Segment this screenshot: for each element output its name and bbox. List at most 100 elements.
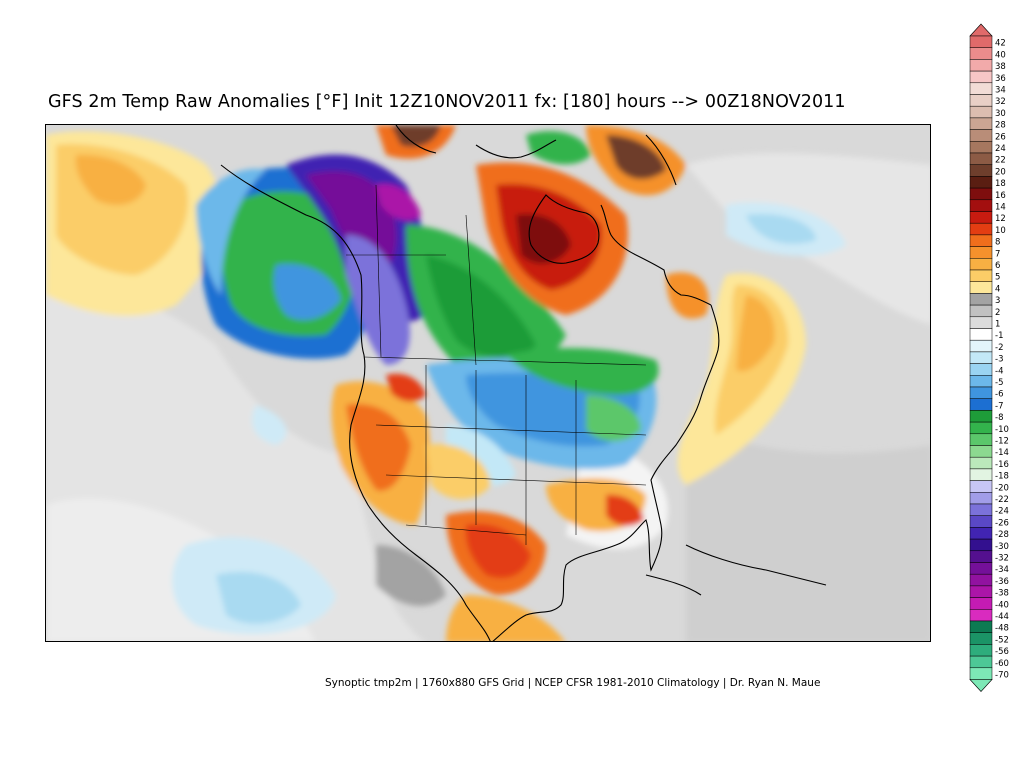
colorbar-swatch (969, 141, 993, 154)
colorbar-swatch (969, 246, 993, 259)
colorbar-tick-label: 30 (995, 109, 1006, 119)
colorbar-swatches (969, 23, 993, 692)
colorbar-tick-label: 42 (995, 39, 1006, 49)
colorbar-swatch (969, 339, 993, 353)
colorbar-swatch (969, 293, 993, 306)
colorbar-tick-label: 32 (995, 97, 1006, 107)
colorbar-swatch (969, 503, 993, 516)
colorbar-tick-label: 4 (995, 284, 1000, 294)
colorbar-top-arrow (969, 23, 993, 37)
colorbar-tick-label: 18 (995, 179, 1006, 189)
colorbar-swatch (969, 152, 993, 165)
colorbar-swatch (969, 480, 993, 493)
colorbar-swatch (969, 667, 993, 680)
colorbar-swatch (969, 597, 993, 610)
colorbar-tick-label: -20 (995, 483, 1009, 493)
colorbar-tick-label: -8 (995, 413, 1003, 423)
colorbar-tick-label: -18 (995, 472, 1009, 482)
colorbar-swatch (969, 644, 993, 657)
colorbar-swatch (969, 585, 993, 598)
colorbar-tick-label: -3 (995, 355, 1003, 365)
colorbar-swatch (969, 410, 993, 423)
colorbar-swatch (969, 655, 993, 669)
colorbar-bottom-arrow (969, 679, 993, 692)
colorbar-swatch (969, 316, 993, 329)
colorbar-tick-label: 10 (995, 226, 1006, 236)
colorbar-swatch (969, 211, 993, 224)
political-boundaries (346, 184, 647, 545)
colorbar-tick-label: 34 (995, 86, 1006, 96)
colorbar-tick-label: -32 (995, 554, 1009, 564)
anomaly-field (46, 125, 930, 641)
colorbar-tick-label: 3 (995, 296, 1000, 306)
colorbar-tick-label: 20 (995, 167, 1006, 177)
colorbar-tick-label: -44 (995, 612, 1009, 622)
colorbar-tick-label: -34 (995, 565, 1009, 575)
colorbar-swatch (969, 70, 993, 84)
colorbar-swatch (969, 386, 993, 399)
map-title: GFS 2m Temp Raw Anomalies [°F] Init 12Z1… (48, 92, 846, 112)
colorbar-tick-label: -52 (995, 635, 1009, 645)
colorbar-tick-label: -16 (995, 460, 1009, 470)
colorbar-tick-label: 38 (995, 62, 1006, 72)
colorbar-tick-label: -14 (995, 448, 1009, 458)
colorbar-swatch (969, 258, 993, 271)
colorbar-tick-label: -2 (995, 343, 1003, 353)
colorbar-tick-label: -56 (995, 647, 1009, 657)
colorbar-swatch (969, 550, 993, 563)
colorbar-swatch (969, 456, 993, 470)
colorbar-tick-label: 12 (995, 214, 1006, 224)
anomaly-map-canvas (46, 125, 930, 641)
colorbar-swatch (969, 515, 993, 528)
colorbar-swatch (969, 351, 993, 364)
colorbar-swatch (969, 199, 993, 212)
colorbar-swatch (969, 164, 993, 177)
coastlines (220, 125, 827, 641)
colorbar-tick-label: -10 (995, 425, 1009, 435)
colorbar-swatch (969, 609, 993, 622)
colorbar-tick-label: -48 (995, 624, 1009, 634)
colorbar-swatch (969, 281, 993, 294)
colorbar-swatch (969, 304, 993, 318)
colorbar-swatch (969, 187, 993, 201)
colorbar-swatch (969, 398, 993, 411)
colorbar-swatch (969, 632, 993, 645)
colorbar-tick-label: 40 (995, 50, 1006, 60)
colorbar-tick-label: -6 (995, 390, 1003, 400)
colorbar-swatch (969, 527, 993, 540)
colorbar-tick-label: -26 (995, 518, 1009, 528)
colorbar-tick-label: -28 (995, 530, 1009, 540)
colorbar-tick-label: -1 (995, 331, 1003, 341)
colorbar-tick-label: 8 (995, 238, 1000, 248)
colorbar-tick-label: 1 (995, 320, 1000, 330)
colorbar-tick-label: 22 (995, 156, 1006, 166)
colorbar-tick-label: -4 (995, 366, 1003, 376)
colorbar-tick-label: -70 (995, 671, 1009, 681)
colorbar-swatch (969, 82, 993, 95)
colorbar-swatch (969, 620, 993, 633)
colorbar-tick-label: -40 (995, 600, 1009, 610)
colorbar-swatch (969, 445, 993, 458)
colorbar-tick-label: 2 (995, 308, 1000, 318)
colorbar-swatch (969, 117, 993, 130)
colorbar-swatch (969, 433, 993, 446)
colorbar-swatch (969, 421, 993, 435)
colorbar-swatch (969, 129, 993, 142)
colorbar-tick-label: -24 (995, 507, 1009, 517)
colorbar-swatch (969, 328, 993, 341)
colorbar-swatch (969, 468, 993, 481)
colorbar-swatch (969, 222, 993, 236)
colorbar-swatch (969, 234, 993, 247)
colorbar-tick-label: -60 (995, 659, 1009, 669)
colorbar-labels: 4240383634323028262422201816141210876543… (995, 39, 1009, 681)
colorbar-tick-label: 28 (995, 121, 1006, 131)
colorbar-swatch (969, 538, 993, 552)
colorbar-tick-label: 36 (995, 74, 1006, 84)
colorbar-tick-label: 24 (995, 144, 1006, 154)
colorbar-swatch (969, 573, 993, 587)
colorbar-swatch (969, 47, 993, 60)
colorbar-tick-label: 14 (995, 203, 1006, 213)
colorbar-tick-label: 6 (995, 261, 1000, 271)
colorbar-legend: 4240383634323028262422201816141210876543… (969, 23, 1009, 692)
colorbar-tick-label: -7 (995, 401, 1003, 411)
